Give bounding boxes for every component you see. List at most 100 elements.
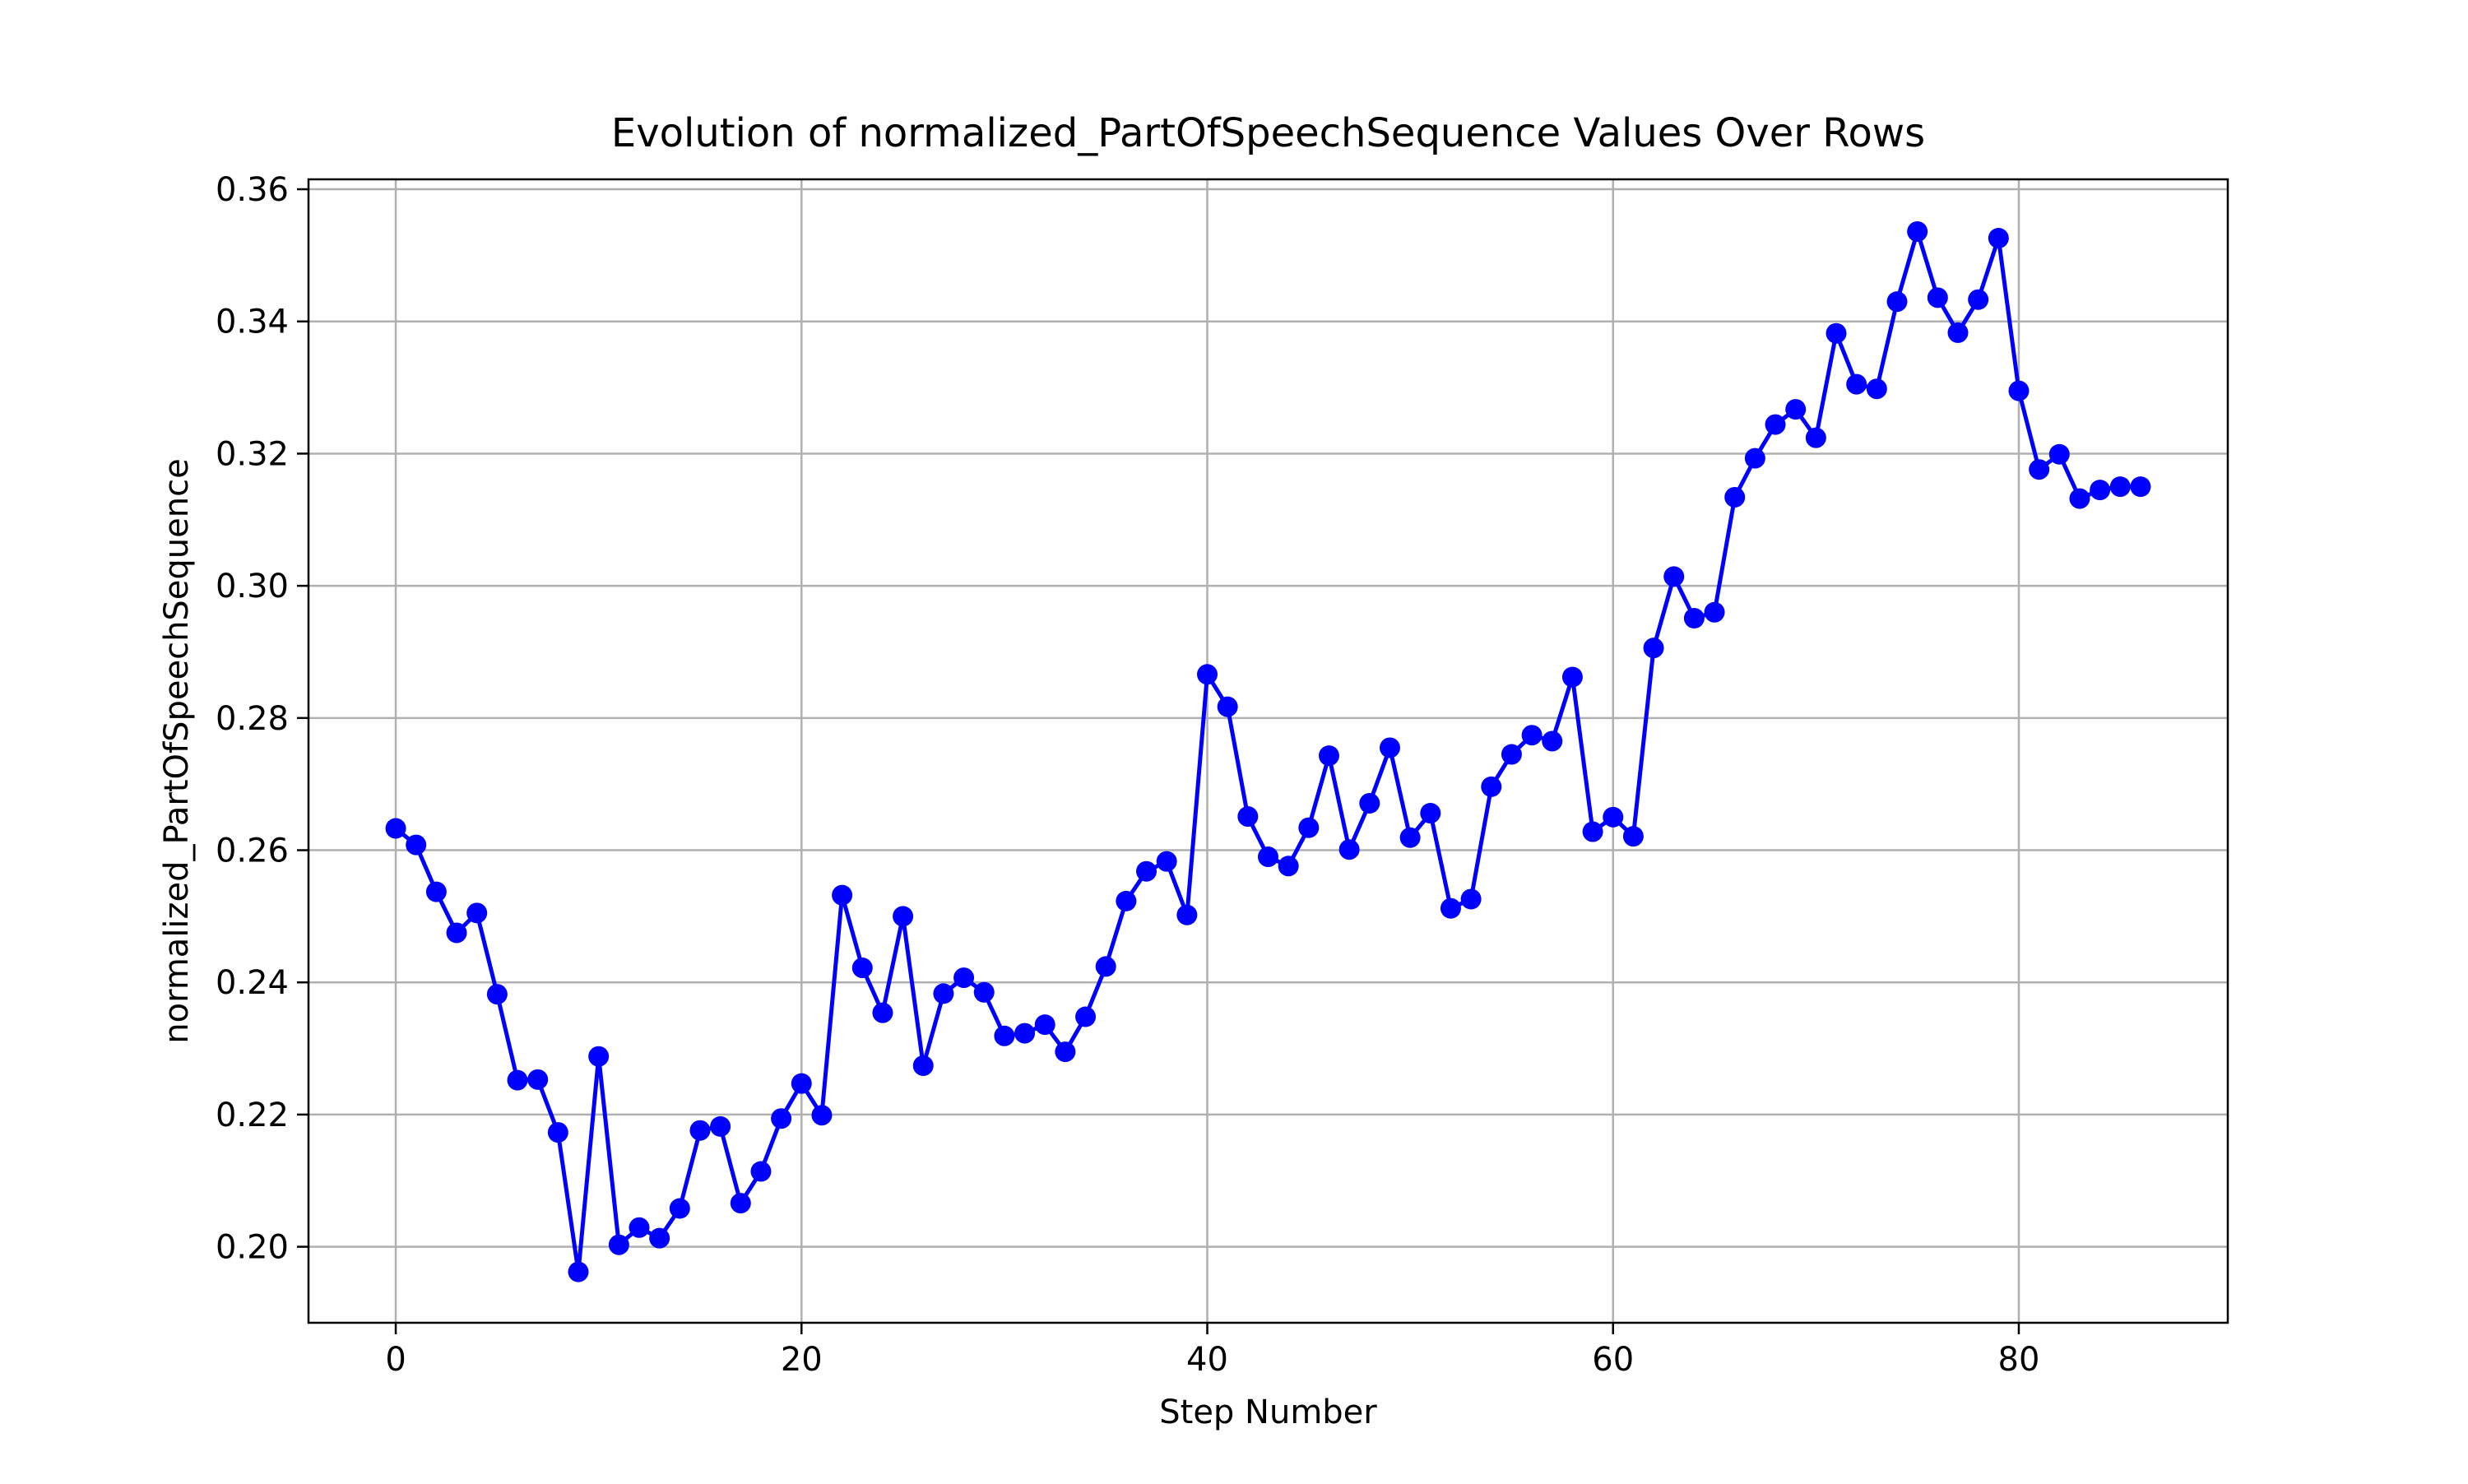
- data-point: [771, 1108, 792, 1129]
- data-point: [2109, 476, 2131, 498]
- data-point: [1116, 890, 1137, 911]
- data-point: [1866, 378, 1887, 400]
- data-point: [425, 881, 447, 902]
- data-point: [1258, 846, 1278, 868]
- data-point: [1399, 827, 1421, 848]
- data-point: [2130, 476, 2151, 498]
- data-point: [1237, 806, 1259, 828]
- y-tick-label: 0.30: [216, 568, 289, 605]
- data-point: [973, 981, 995, 1003]
- data-point: [1765, 414, 1786, 435]
- data-point: [406, 834, 427, 856]
- data-point: [1663, 566, 1685, 587]
- data-point: [953, 967, 975, 989]
- data-point: [1095, 956, 1116, 977]
- data-point: [851, 958, 873, 979]
- data-point: [1825, 322, 1847, 344]
- data-point: [1034, 1014, 1055, 1036]
- data-point: [1460, 888, 1482, 910]
- data-point: [1907, 220, 1928, 242]
- data-point: [1318, 745, 1339, 767]
- data-point: [710, 1115, 731, 1137]
- data-point: [1927, 287, 1948, 308]
- data-point: [446, 922, 467, 944]
- data-point: [689, 1120, 711, 1141]
- data-point: [608, 1234, 629, 1255]
- y-tick-label: 0.28: [216, 700, 289, 738]
- data-point: [1278, 856, 1299, 877]
- data-point: [750, 1161, 772, 1182]
- data-point: [2048, 443, 2070, 465]
- data-point: [1542, 730, 1563, 752]
- data-point: [1805, 427, 1826, 448]
- data-point: [1440, 897, 1461, 919]
- data-point: [486, 984, 508, 1005]
- data-point: [730, 1193, 751, 1214]
- data-point: [1197, 664, 1218, 685]
- data-point: [568, 1261, 589, 1282]
- grid-layer: [308, 179, 2228, 1323]
- data-point: [1359, 792, 1380, 814]
- data-point: [649, 1227, 670, 1249]
- y-axis-label: normalized_PartOfSpeechSequence: [158, 458, 196, 1043]
- x-tick-label: 40: [1186, 1341, 1228, 1379]
- data-point: [2090, 480, 2111, 501]
- data-point: [1561, 666, 1583, 688]
- plot-frame: [307, 178, 2229, 1324]
- data-point: [527, 1069, 549, 1090]
- data-point: [933, 983, 954, 1004]
- data-point: [466, 902, 488, 924]
- data-point: [1582, 821, 1603, 842]
- data-point: [1055, 1041, 1076, 1063]
- data-point: [832, 884, 853, 906]
- data-point: [1481, 776, 1502, 797]
- y-tick-label: 0.24: [216, 964, 289, 1002]
- data-point: [1217, 696, 1238, 717]
- data-point: [1176, 904, 1198, 925]
- y-tick-label: 0.26: [216, 832, 289, 870]
- data-point: [1643, 638, 1664, 659]
- data-point: [507, 1069, 528, 1091]
- data-point: [1683, 608, 1705, 629]
- data-point: [1744, 448, 1765, 469]
- data-point: [1622, 826, 1644, 847]
- data-point: [1501, 744, 1522, 765]
- data-point: [1846, 373, 1867, 395]
- x-tick-label: 80: [1998, 1341, 2040, 1379]
- data-point: [1988, 228, 2009, 249]
- data-point: [588, 1046, 610, 1067]
- data-point: [1947, 322, 1969, 343]
- data-point: [1014, 1023, 1036, 1044]
- data-point: [1724, 486, 1746, 508]
- data-point: [1785, 399, 1807, 420]
- y-tick-label: 0.22: [216, 1097, 289, 1134]
- data-point: [1521, 725, 1542, 746]
- data-point: [1298, 817, 1320, 838]
- data-point: [1338, 839, 1360, 860]
- y-tick-label: 0.36: [216, 171, 289, 209]
- y-tick-label: 0.20: [216, 1229, 289, 1267]
- tick-layer: 0 20 40 60 80 0.20 0.22 0.24 0.26 0.28 0.30 0.32 0.3…: [216, 171, 2039, 1379]
- data-point: [2008, 380, 2030, 401]
- data-point: [1886, 291, 1908, 313]
- data-point: [872, 1002, 893, 1023]
- data-point: [1704, 601, 1725, 623]
- x-axis-label: Step Number: [1159, 1394, 1377, 1431]
- x-tick-label: 0: [385, 1341, 406, 1379]
- data-point: [1136, 860, 1157, 882]
- data-point: [893, 906, 914, 927]
- y-tick-label: 0.32: [216, 435, 289, 473]
- y-tick-label: 0.34: [216, 304, 289, 341]
- data-point: [1968, 289, 1989, 310]
- data-point: [791, 1073, 812, 1094]
- data-point: [629, 1217, 650, 1238]
- data-point: [912, 1055, 934, 1076]
- data-point: [1379, 737, 1400, 758]
- data-point: [994, 1025, 1015, 1046]
- x-tick-label: 60: [1592, 1341, 1634, 1379]
- data-point: [811, 1105, 833, 1126]
- data-point: [1156, 851, 1177, 872]
- data-point: [2069, 488, 2090, 509]
